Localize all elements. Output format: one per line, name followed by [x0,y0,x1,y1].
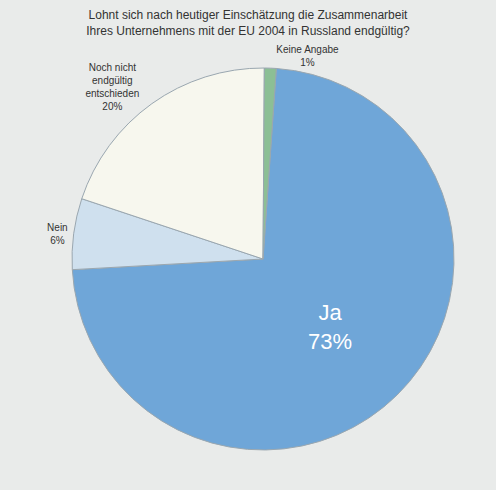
svg-text:Ja73%: Ja73% [308,300,352,354]
svg-text:Noch nichtendgültigentschieden: Noch nichtendgültigentschieden20% [85,62,139,112]
svg-text:Keine Angabe1%: Keine Angabe1% [276,44,339,68]
svg-text:Nein6%: Nein6% [47,222,68,246]
svg-text:Lohnt sich nach heutiger Einsc: Lohnt sich nach heutiger Einschätzung di… [86,8,410,38]
